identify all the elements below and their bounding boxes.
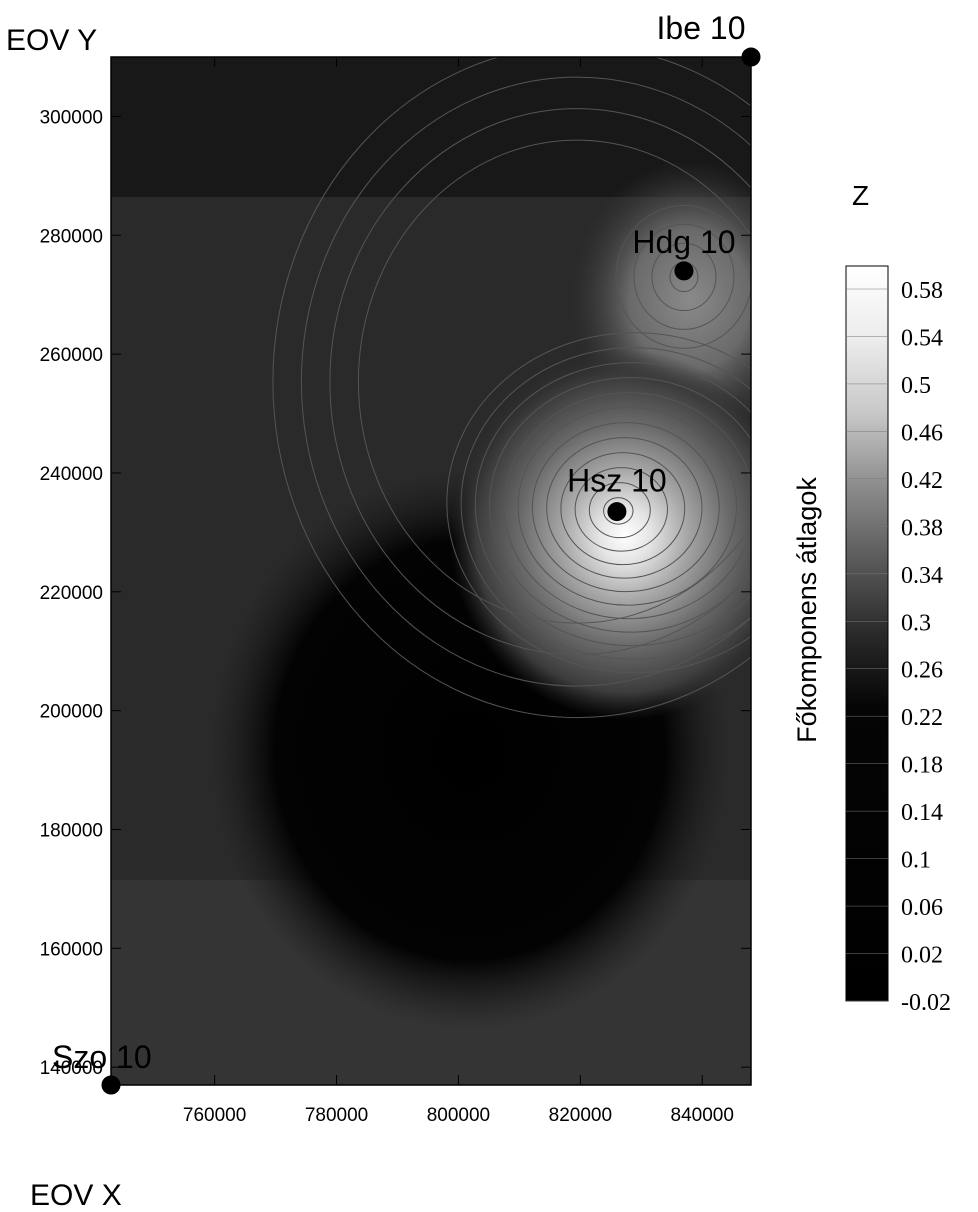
- contour-ring: [272, 57, 751, 718]
- colorbar-level-label: 0.58: [901, 278, 943, 304]
- y-tick-label: 220000: [40, 583, 103, 604]
- station-label: Hdg 10: [632, 224, 735, 260]
- colorbar-level-label: 0.3: [901, 610, 931, 636]
- contour-ring: [546, 437, 703, 579]
- plot-frame: [110, 56, 752, 1086]
- x-tick-label: 760000: [183, 1105, 246, 1126]
- colorbar-level-label: 0.14: [901, 800, 943, 826]
- contour-ring: [329, 108, 751, 655]
- station-label: Hsz 10: [567, 463, 667, 499]
- contour-ring: [615, 205, 751, 349]
- colorbar-level-label: 0.22: [901, 705, 943, 731]
- colorbar-level-label: 0.26: [901, 658, 943, 684]
- contour-ring: [603, 497, 634, 525]
- contour-ring: [560, 452, 686, 566]
- contour-ring: [446, 332, 751, 674]
- contour-ring: [357, 139, 751, 624]
- y-tick-label: 300000: [40, 107, 103, 128]
- axis-tick-labels: 760000 780000 800000 820000 840000 140000 1600…: [40, 107, 734, 1126]
- contour-ring: [574, 467, 669, 552]
- station-label: Szo 10: [52, 1039, 152, 1075]
- contour-lines: [272, 57, 751, 718]
- station-marker: [674, 261, 694, 281]
- x-tick-label: 840000: [671, 1105, 734, 1126]
- y-tick-label: 260000: [40, 345, 103, 366]
- colorbar-level-label: 0.5: [901, 373, 931, 399]
- contour-ring: [531, 422, 720, 593]
- colorbar-axis-label: Főkomponens átlagok: [792, 477, 822, 743]
- contour-ring: [460, 347, 751, 660]
- colorbar-level-label: 0.54: [901, 325, 943, 351]
- contour-ring: [588, 482, 651, 539]
- colorbar-level-label: 0.34: [901, 563, 943, 589]
- station-markers: Ibe 10 Hdg 10 Hsz 10 Szo 10: [52, 10, 761, 1095]
- station-marker: [741, 47, 761, 67]
- contour-ring: [300, 76, 751, 687]
- colorbar-level-label: 0.38: [901, 515, 943, 541]
- contour-ring: [651, 242, 717, 312]
- station-marker: [607, 502, 627, 522]
- y-tick-label: 240000: [40, 464, 103, 485]
- contour-ring: [633, 223, 735, 330]
- y-axis-title: EOV Y: [6, 24, 97, 57]
- contour-ring: [503, 392, 751, 620]
- y-tick-label: 280000: [40, 226, 103, 247]
- station-marker: [101, 1075, 121, 1095]
- axis-ticks: [111, 57, 751, 1085]
- x-tick-label: 780000: [305, 1105, 368, 1126]
- y-tick-label: 160000: [40, 939, 103, 960]
- colorbar-title: Z: [852, 180, 869, 211]
- contour-ring: [517, 407, 738, 606]
- heatmap-field: [111, 57, 751, 1085]
- colorbar-level-label: 0.1: [901, 848, 931, 874]
- hsz-anomaly: [450, 350, 751, 720]
- x-tick-label: 820000: [549, 1105, 612, 1126]
- colorbar-level-label: -0.02: [901, 990, 951, 1016]
- y-tick-label: 200000: [40, 702, 103, 723]
- x-tick-label: 800000: [427, 1105, 490, 1126]
- y-tick-label: 140000: [40, 1058, 103, 1079]
- station-label: Ibe 10: [657, 10, 746, 46]
- colorbar-labels: 0.58 0.54 0.5 0.46 0.42 0.38 0.34 0.3 0.26 0.22 0.…: [846, 278, 951, 1016]
- colorbar-level-label: 0.06: [901, 895, 943, 921]
- colorbar: [845, 265, 889, 1002]
- contour-ring: [489, 377, 751, 633]
- colorbar-level-label: 0.42: [901, 468, 943, 494]
- contour-ring: [474, 362, 751, 647]
- x-axis-title: EOV X: [30, 1179, 122, 1212]
- colorbar-level-label: 0.18: [901, 753, 943, 779]
- y-tick-label: 180000: [40, 820, 103, 841]
- colorbar-level-label: 0.02: [901, 943, 943, 969]
- colorbar-level-label: 0.46: [901, 420, 943, 446]
